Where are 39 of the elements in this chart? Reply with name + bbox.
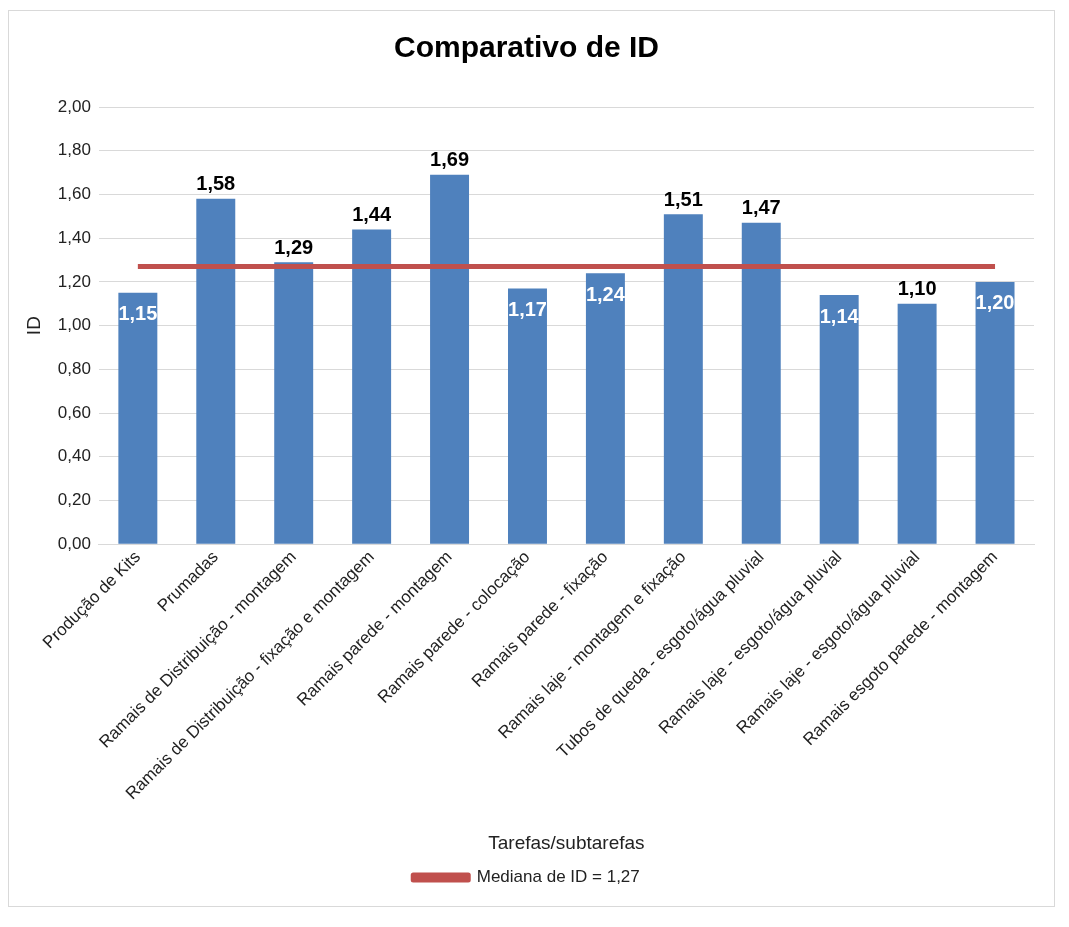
bar — [196, 198, 236, 544]
legend-label: Mediana de ID = 1,27 — [476, 867, 640, 887]
bar — [975, 281, 1015, 544]
data-label: 1,10 — [897, 277, 937, 300]
bar — [430, 174, 470, 544]
data-label: 1,51 — [663, 187, 703, 210]
y-tick-label: 2,00 — [57, 96, 91, 116]
x-axis-title: Tarefas/subtarefas — [488, 831, 645, 853]
y-tick-label: 1,20 — [57, 271, 91, 291]
bar — [274, 262, 314, 544]
data-label: 1,69 — [430, 148, 470, 171]
data-label: 1,17 — [508, 297, 547, 320]
y-tick-label: 0,80 — [57, 359, 91, 379]
y-tick-label: 0,40 — [57, 446, 91, 466]
bar — [741, 222, 781, 544]
y-tick-label: 1,00 — [57, 315, 91, 335]
bar — [897, 303, 937, 544]
bar — [352, 229, 392, 544]
bar — [663, 214, 703, 544]
data-label: 1,20 — [975, 291, 1015, 314]
data-label: 1,15 — [118, 302, 158, 325]
y-tick-label: 1,40 — [57, 227, 91, 247]
y-tick-label: 0,00 — [57, 533, 91, 553]
data-label: 1,14 — [819, 304, 860, 327]
y-tick-label: 1,60 — [57, 184, 91, 204]
data-label: 1,58 — [196, 172, 236, 195]
y-tick-label: 1,80 — [57, 140, 91, 160]
bar — [118, 292, 158, 544]
y-axis-title: ID — [22, 316, 44, 336]
bar — [508, 288, 547, 544]
bar — [585, 273, 625, 544]
y-tick-label: 0,60 — [57, 402, 91, 422]
data-label: 1,29 — [274, 235, 314, 258]
data-label: 1,24 — [585, 282, 626, 305]
data-label: 1,47 — [741, 196, 781, 219]
bar — [819, 295, 859, 544]
data-label: 1,44 — [352, 202, 392, 225]
chart-title: Comparativo de ID — [393, 30, 660, 64]
y-tick-label: 0,20 — [57, 490, 91, 510]
